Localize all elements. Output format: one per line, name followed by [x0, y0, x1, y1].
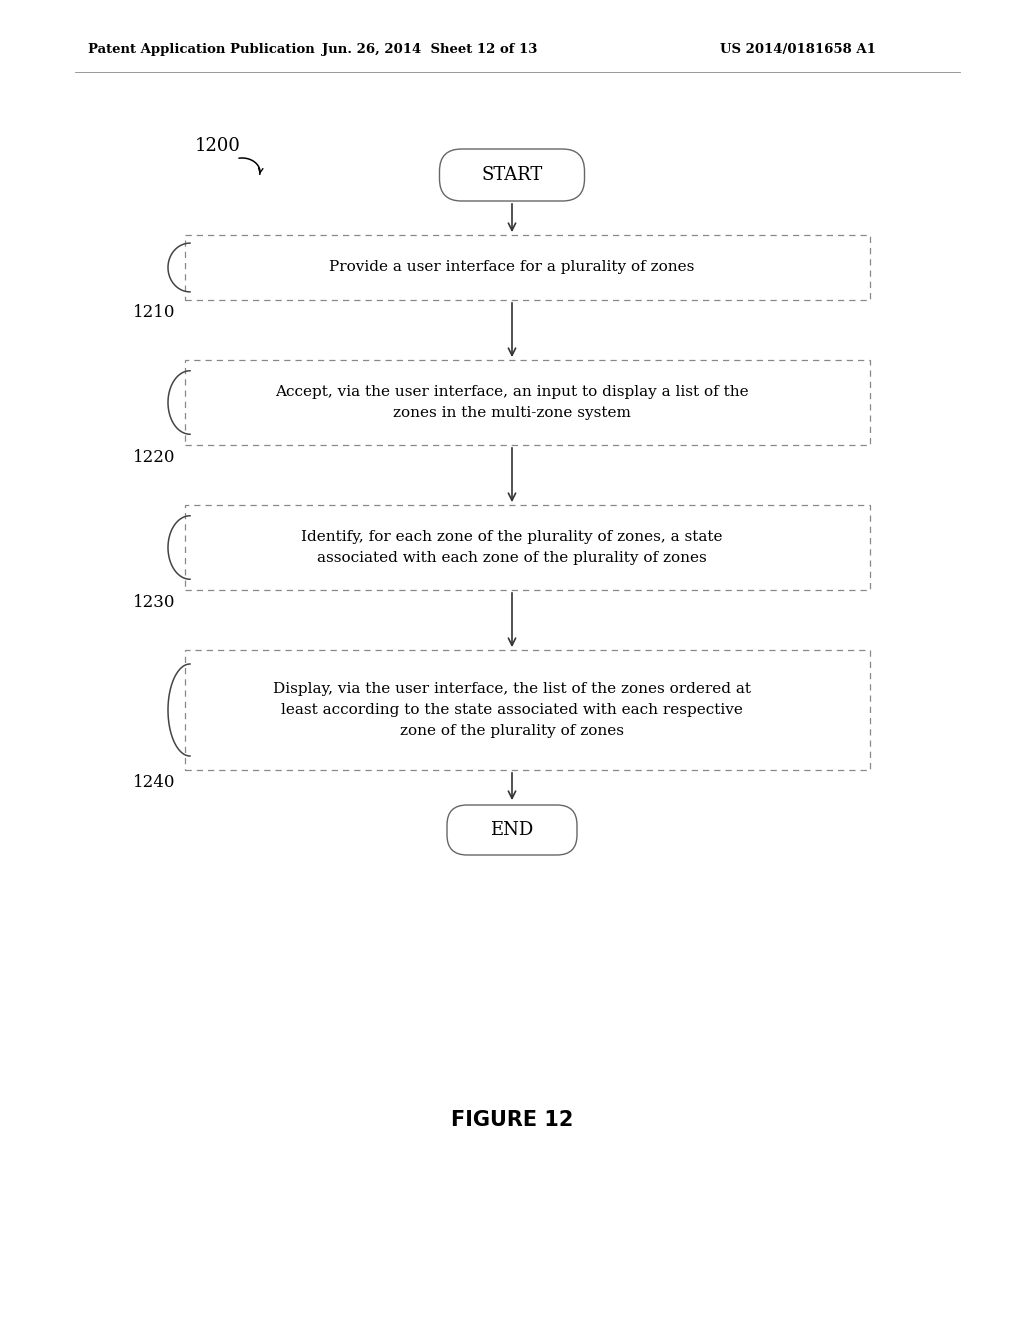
Text: US 2014/0181658 A1: US 2014/0181658 A1 — [720, 44, 876, 57]
Text: Provide a user interface for a plurality of zones: Provide a user interface for a plurality… — [330, 260, 694, 275]
FancyBboxPatch shape — [447, 805, 577, 855]
Bar — [185, 506, 870, 590]
Text: Accept, via the user interface, an input to display a list of the
zones in the m: Accept, via the user interface, an input… — [275, 385, 749, 420]
Text: FIGURE 12: FIGURE 12 — [451, 1110, 573, 1130]
Text: 1210: 1210 — [132, 304, 175, 321]
Text: 1240: 1240 — [132, 774, 175, 791]
FancyBboxPatch shape — [439, 149, 585, 201]
Text: START: START — [481, 166, 543, 183]
Text: 1200: 1200 — [195, 137, 241, 154]
Bar — [185, 649, 870, 770]
Text: 1220: 1220 — [132, 449, 175, 466]
Text: Display, via the user interface, the list of the zones ordered at
least accordin: Display, via the user interface, the lis… — [273, 682, 751, 738]
Text: 1230: 1230 — [132, 594, 175, 611]
Bar — [185, 360, 870, 445]
Text: Jun. 26, 2014  Sheet 12 of 13: Jun. 26, 2014 Sheet 12 of 13 — [323, 44, 538, 57]
Text: Identify, for each zone of the plurality of zones, a state
associated with each : Identify, for each zone of the plurality… — [301, 531, 723, 565]
Text: Patent Application Publication: Patent Application Publication — [88, 44, 314, 57]
Text: END: END — [490, 821, 534, 840]
Bar — [185, 235, 870, 300]
